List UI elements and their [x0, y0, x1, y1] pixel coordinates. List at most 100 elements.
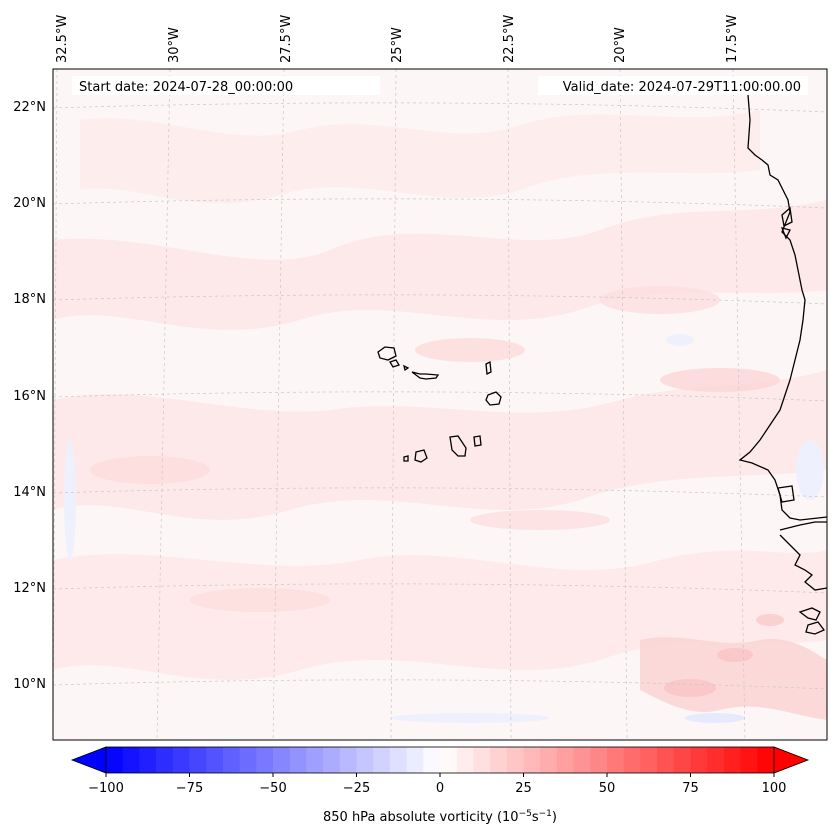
lat-label: 20°N — [13, 196, 46, 211]
africa-coastline — [805, 621, 826, 635]
colorbar-cell — [640, 747, 658, 773]
colorbar-ticks: −100 −75 −50 −25 0 25 50 75 100 — [88, 773, 786, 796]
lon-label: 20°W — [613, 27, 628, 63]
island-sao-vicente — [389, 359, 400, 368]
meridian-line — [390, 69, 397, 740]
colorbar-tick-label: 25 — [515, 781, 532, 796]
graticule — [53, 69, 827, 740]
start-date-box — [72, 76, 380, 95]
colorbar: −100 −75 −50 −25 0 25 50 75 100 — [70, 746, 810, 796]
colorbar-cell — [156, 747, 174, 773]
africa-coastline — [738, 94, 827, 521]
colorbar-cell — [373, 747, 391, 773]
vorticity-band — [53, 550, 827, 680]
colorbar-tick-label: −25 — [343, 781, 370, 796]
meridian-line — [272, 69, 285, 740]
lon-label: 22.5°W — [502, 15, 517, 63]
vorticity-band — [53, 200, 827, 330]
cape-verde-islands — [377, 346, 502, 463]
meridian-line — [156, 69, 171, 740]
colorbar-cell — [189, 747, 207, 773]
parallel-line — [53, 102, 827, 113]
colorbar-cell — [690, 747, 708, 773]
lat-label: 10°N — [13, 677, 46, 692]
longitude-labels: 32.5°W 30°W 27.5°W 25°W 22.5°W 20°W 17.5… — [55, 15, 740, 63]
colorbar-cell — [206, 747, 224, 773]
colorbar-label: 850 hPa absolute vorticity (10−5s−1) — [323, 809, 557, 825]
parallel-line — [53, 583, 827, 594]
vorticity-patch — [756, 614, 784, 626]
lon-label: 30°W — [167, 27, 182, 63]
africa-coastline — [798, 607, 821, 621]
lat-label: 18°N — [13, 292, 46, 307]
colorbar-cell — [122, 747, 140, 773]
lon-label: 27.5°W — [279, 15, 294, 63]
colorbar-tick-label: 75 — [682, 781, 699, 796]
island-maio — [473, 435, 482, 447]
colorbar-cell — [356, 747, 374, 773]
colorbar-tick-label: 50 — [599, 781, 616, 796]
vorticity-patch — [415, 338, 525, 362]
colorbar-cell — [323, 747, 341, 773]
colorbar-tick-label: −100 — [88, 781, 124, 796]
meridian-line — [507, 69, 512, 740]
vorticity-patch — [190, 588, 330, 612]
colorbar-cell — [757, 747, 775, 773]
meridian-line — [53, 69, 58, 740]
island-fogo — [414, 449, 428, 463]
colorbar-cell — [306, 747, 324, 773]
colorbar-cell — [657, 747, 675, 773]
colorbar-cells — [106, 747, 775, 773]
colorbar-max-extend-arrow — [773, 746, 810, 774]
colorbar-cell — [389, 747, 407, 773]
africa-coastline — [779, 521, 827, 531]
vorticity-patch — [600, 286, 720, 314]
africa-coastline — [779, 534, 827, 591]
vorticity-patch — [664, 679, 716, 697]
valid-date-box — [538, 76, 808, 95]
parallel-line — [53, 391, 827, 402]
colorbar-tick-label: 0 — [436, 781, 444, 796]
valid-date-text: Valid_date: 2024-07-29T11:00:00.00 — [563, 80, 801, 95]
colorbar-cell — [473, 747, 491, 773]
vorticity-patch — [90, 456, 210, 484]
island-santa-luzia — [403, 364, 410, 372]
meridian-line — [619, 69, 628, 740]
colorbar-cell — [523, 747, 541, 773]
lat-label: 14°N — [13, 485, 46, 500]
colorbar-cell — [256, 747, 274, 773]
lat-label: 16°N — [13, 389, 46, 404]
start-date-text: Start date: 2024-07-28_00:00:00 — [79, 80, 293, 95]
coastline — [738, 94, 827, 635]
latitude-labels: 22°N 20°N 18°N 16°N 14°N 12°N 10°N — [13, 100, 46, 692]
parallel-line — [53, 487, 827, 498]
vorticity-field — [53, 110, 827, 723]
colorbar-cell — [607, 747, 625, 773]
lon-label: 32.5°W — [55, 15, 70, 63]
lat-label: 22°N — [13, 100, 46, 115]
colorbar-cell — [239, 747, 257, 773]
lon-label: 17.5°W — [725, 15, 740, 63]
colorbar-cell — [573, 747, 591, 773]
colorbar-tick-label: 100 — [762, 781, 787, 796]
colorbar-cell — [707, 747, 725, 773]
colorbar-tick-label: −75 — [176, 781, 203, 796]
parallel-line — [53, 198, 827, 209]
colorbar-cell — [440, 747, 458, 773]
colorbar-cell — [106, 747, 124, 773]
negative-vorticity-patch — [390, 713, 550, 723]
island-santo-antao — [377, 346, 397, 361]
meridian-line — [732, 69, 746, 740]
parallel-line — [53, 679, 827, 690]
africa-coastline — [777, 485, 795, 503]
africa-coastline — [781, 206, 793, 227]
vorticity-patch — [660, 368, 780, 392]
colorbar-cell — [623, 747, 641, 773]
island-santiago — [449, 435, 467, 457]
colorbar-cell — [673, 747, 691, 773]
colorbar-cell — [540, 747, 558, 773]
colorbar-cell — [723, 747, 741, 773]
island-sao-nicolau — [411, 371, 440, 380]
colorbar-cell — [139, 747, 157, 773]
